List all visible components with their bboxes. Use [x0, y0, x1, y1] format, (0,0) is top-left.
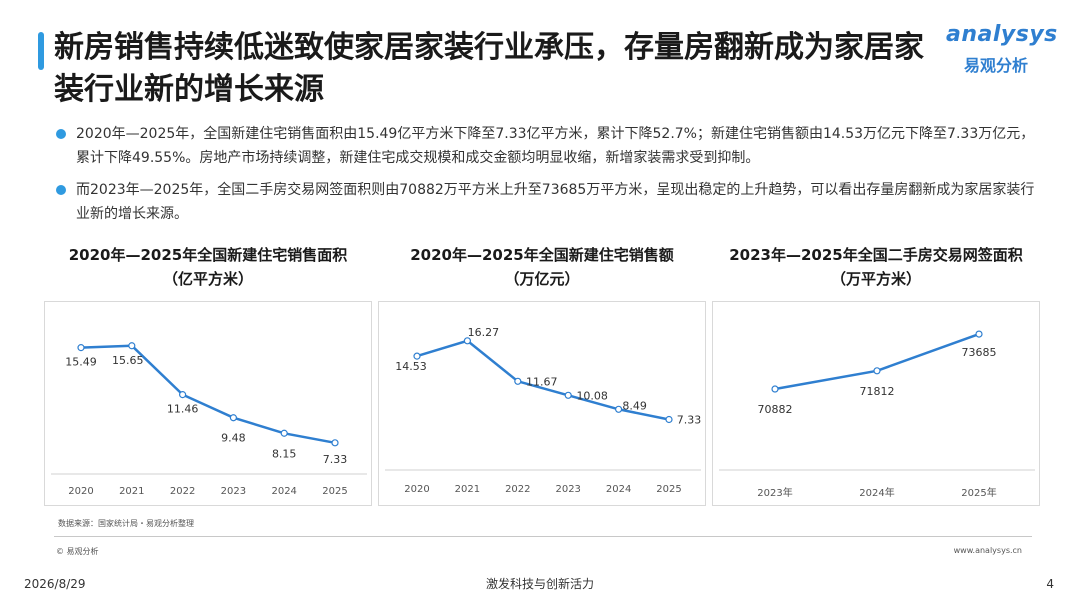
website-link[interactable]: www.analysys.cn [953, 546, 1022, 555]
chart-subtitle-text: （亿平方米） [162, 270, 253, 288]
x-tick-label: 2025 [656, 484, 681, 495]
x-tick-label: 2025 [322, 486, 347, 497]
x-tick-label: 2021 [119, 486, 144, 497]
summary-bullet: 2020年—2025年，全国新建住宅销售面积由15.49亿平方米下降至7.33亿… [56, 122, 1036, 170]
data-label: 15.49 [65, 356, 97, 369]
chart-title-text: 2023年—2025年全国二手房交易网签面积 [729, 246, 1023, 264]
data-label: 16.27 [468, 326, 500, 339]
data-point [975, 330, 983, 338]
data-label: 7.33 [677, 413, 702, 426]
data-point [873, 367, 881, 375]
series-line [416, 339, 670, 421]
data-point [128, 342, 136, 350]
bullet-text: 2020年—2025年，全国新建住宅销售面积由15.49亿平方米下降至7.33亿… [76, 126, 1035, 166]
chart-title-resale-area: 2023年—2025年全国二手房交易网签面积 （万平方米） [712, 243, 1040, 291]
x-tick-label: 2023 [555, 484, 580, 495]
data-label: 8.49 [622, 399, 647, 412]
data-point [280, 429, 288, 437]
page-number: 4 [1046, 577, 1054, 591]
data-point [665, 415, 673, 424]
x-tick-label: 2024 [271, 486, 296, 497]
chart-title-text: 2020年—2025年全国新建住宅销售额 [410, 246, 674, 264]
chart-subtitle-text: （万亿元） [504, 270, 580, 288]
chart-title-sales-value: 2020年—2025年全国新建住宅销售额 （万亿元） [378, 243, 706, 291]
data-label: 70882 [758, 403, 793, 416]
bullet-text: 而2023年—2025年，全国二手房交易网签面积则由70882万平方米上升至73… [76, 182, 1035, 222]
footer-date: 2026/8/29 [24, 577, 86, 591]
x-tick-label: 2020 [404, 484, 429, 495]
x-tick-label: 2021 [455, 484, 480, 495]
data-label: 73685 [962, 346, 997, 359]
copyright-text: © 易观分析 [56, 547, 99, 556]
data-point [564, 391, 572, 399]
data-point [331, 439, 339, 447]
summary-bullet: 而2023年—2025年，全国二手房交易网签面积则由70882万平方米上升至73… [56, 178, 1036, 226]
footer-divider [54, 536, 1032, 537]
x-tick-label: 2025年 [961, 486, 996, 499]
page-title: 新房销售持续低迷致使家居家装行业承压，存量房翻新成为家居家装行业新的增长来源 [54, 30, 924, 107]
x-tick-label: 2020 [68, 486, 93, 497]
data-label: 9.48 [221, 432, 246, 445]
data-label: 14.53 [395, 360, 427, 373]
chart-resale-area-svg: 70882 2023年 71812 2024年 73685 2025年 [719, 330, 1035, 499]
data-point [615, 405, 623, 413]
data-point [771, 385, 779, 393]
data-label: 7.33 [323, 453, 348, 466]
data-source-note: 数据来源：国家统计局・易观分析整理 [58, 519, 194, 528]
data-label: 11.46 [167, 403, 199, 416]
bullet-dot-icon [56, 185, 66, 195]
series-line [774, 332, 980, 391]
logo-cn-text: 易观分析 [964, 56, 1029, 75]
chart-sales-area: 15.49 2020 15.65 2021 11.46 2022 9.48 2023 8.15 2… [44, 301, 372, 506]
footer-slogan: 激发科技与创新活力 [485, 577, 594, 591]
logo-wordmark: analysys [946, 22, 1058, 47]
x-tick-label: 2024年 [859, 486, 894, 499]
data-label: 15.65 [112, 354, 144, 367]
x-tick-label: 2023 [221, 486, 246, 497]
data-point [77, 344, 85, 352]
data-label: 11.67 [526, 375, 558, 388]
data-label: 8.15 [272, 447, 297, 460]
x-tick-label: 2023年 [757, 486, 792, 499]
series-line [80, 344, 336, 445]
data-label: 71812 [860, 385, 895, 398]
x-tick-label: 2024 [606, 484, 631, 495]
chart-sales-area-svg: 15.49 2020 15.65 2021 11.46 2022 9.48 2023 8.15 2… [51, 342, 367, 497]
data-point [463, 337, 472, 345]
summary-bullets: 2020年—2025年，全国新建住宅销售面积由15.49亿平方米下降至7.33亿… [56, 122, 1036, 234]
data-point [413, 352, 421, 360]
data-point [229, 414, 237, 422]
data-point [179, 391, 187, 399]
data-label: 10.08 [576, 389, 608, 402]
data-point [514, 377, 522, 385]
brand-logo: analysys 易观分析 [946, 22, 1058, 75]
title-accent-bar [38, 32, 44, 70]
chart-resale-area: 70882 2023年 71812 2024年 73685 2025年 [712, 301, 1040, 506]
chart-title-sales-area: 2020年—2025年全国新建住宅销售面积 （亿平方米） [44, 243, 372, 291]
x-tick-label: 2022 [505, 484, 530, 495]
chart-sales-value-svg: 14.53 2020 16.27 2021 11.67 2022 10.08 2023 8.49… [385, 326, 702, 495]
chart-sales-value: 14.53 2020 16.27 2021 11.67 2022 10.08 2023 8.49… [378, 301, 706, 506]
chart-title-text: 2020年—2025年全国新建住宅销售面积 [68, 246, 348, 264]
chart-subtitle-text: （万平方米） [830, 270, 921, 288]
bullet-dot-icon [56, 129, 66, 139]
x-tick-label: 2022 [170, 486, 195, 497]
